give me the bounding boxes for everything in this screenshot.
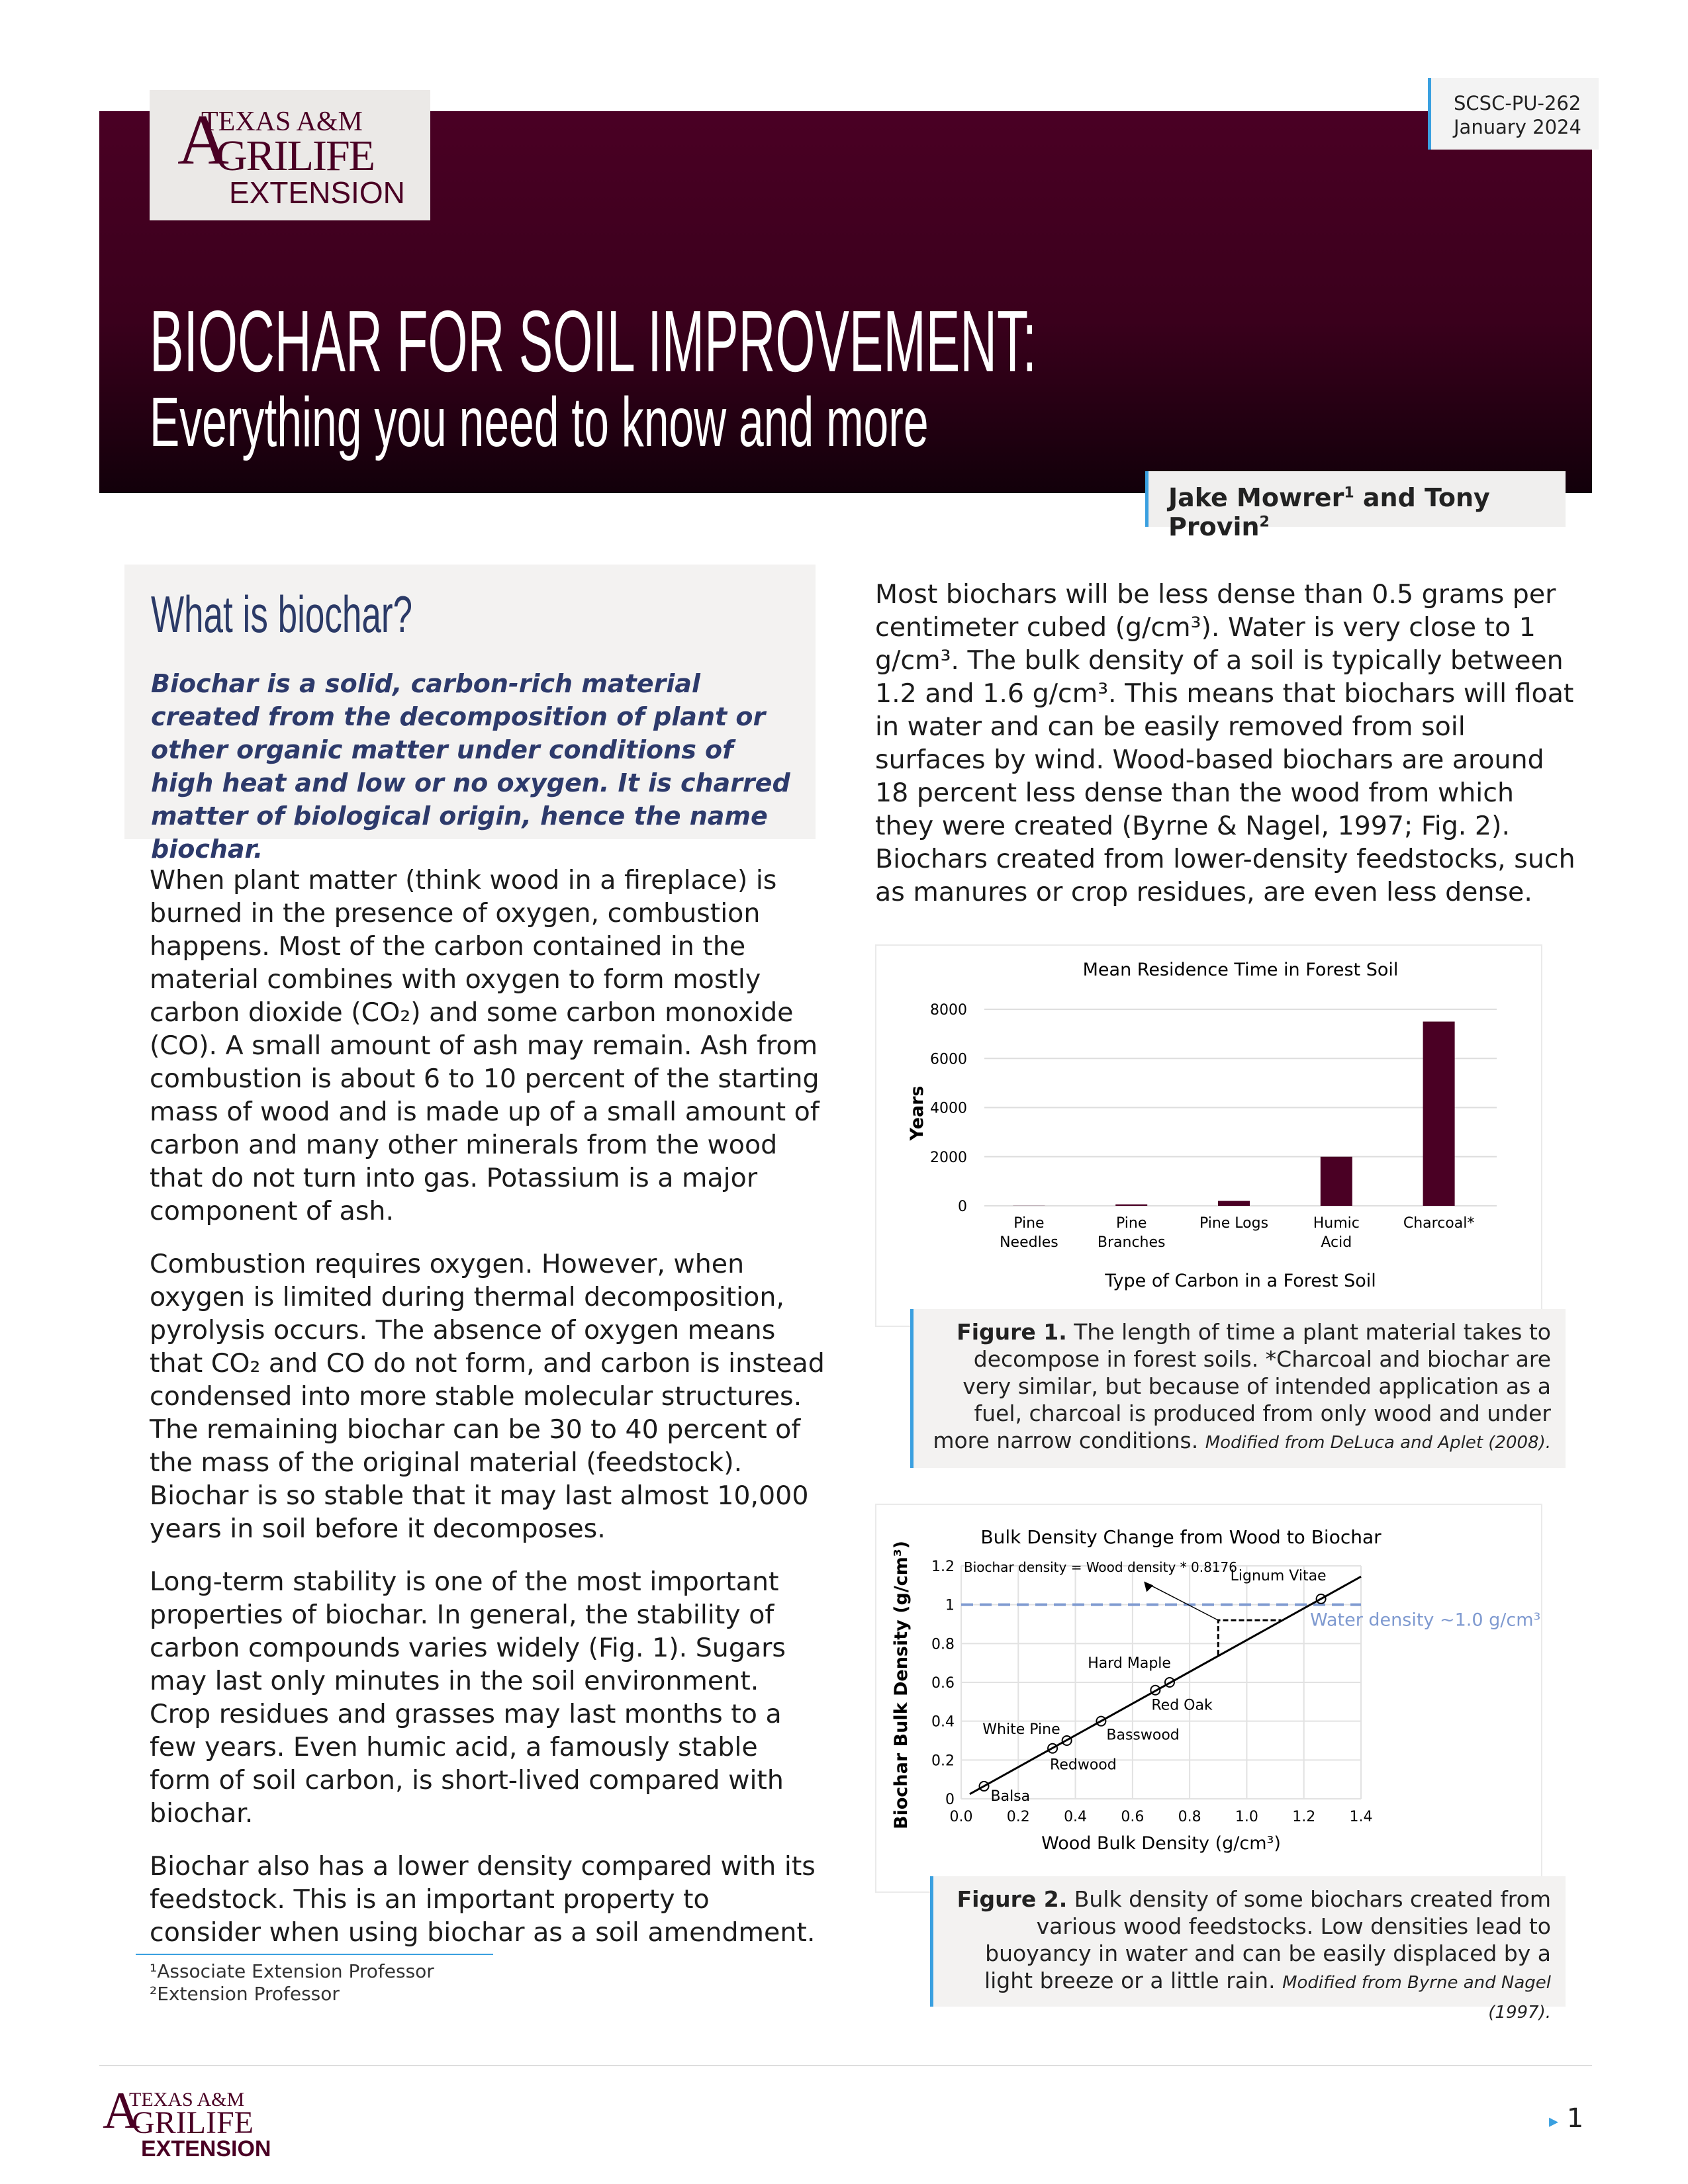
- point-label: Redwood: [1050, 1757, 1117, 1774]
- bar: [1218, 1201, 1250, 1206]
- point-label: White Pine: [982, 1721, 1060, 1738]
- bar: [1115, 1204, 1148, 1206]
- x-tick-label: 1.0: [1235, 1809, 1258, 1825]
- x-tick-label: 0.2: [1007, 1809, 1030, 1825]
- paragraph: Biochar also has a lower density compare…: [150, 1851, 816, 1948]
- x-tick-label: Acid: [1321, 1234, 1352, 1251]
- data-point: [1047, 1743, 1058, 1754]
- y-tick-label: 0.8: [931, 1636, 955, 1653]
- data-point: [1061, 1735, 1072, 1746]
- left-column: When plant matter (think wood in a firep…: [150, 864, 825, 1969]
- y-tick-label: 0.4: [931, 1714, 955, 1731]
- page-subtitle: Everything you need to know and more: [150, 383, 929, 461]
- bar-chart: Mean Residence Time in Forest Soil 0 2000 4…: [907, 960, 1497, 1291]
- x-tick-label: Charcoal*: [1403, 1215, 1475, 1232]
- y-axis-title: Biochar Bulk Density (g/cm³): [891, 1541, 912, 1829]
- point-label: Balsa: [991, 1788, 1031, 1805]
- y-tick-label: 6000: [930, 1051, 967, 1068]
- point-label: Lignum Vitae: [1231, 1568, 1327, 1584]
- water-density-label: Water density ~1.0 g/cm³: [1310, 1610, 1540, 1631]
- x-tick-label: 0.8: [1178, 1809, 1201, 1825]
- x-tick-label: Humic: [1313, 1215, 1360, 1232]
- x-axis-title: Wood Bulk Density (g/cm³): [1041, 1833, 1281, 1854]
- y-tick-label: 0: [945, 1792, 955, 1808]
- data-point: [978, 1780, 990, 1792]
- figure-1-caption: Figure 1. The length of time a plant mat…: [910, 1309, 1566, 1468]
- figure-1-chart: Mean Residence Time in Forest Soil 0 2000 4…: [875, 944, 1542, 1327]
- point-label: Hard Maple: [1088, 1655, 1171, 1672]
- y-tick-label: 1: [945, 1598, 955, 1614]
- y-tick-label: 0: [958, 1199, 967, 1215]
- x-tick-label: Needles: [1000, 1234, 1058, 1251]
- x-tick-label: 0.6: [1121, 1809, 1144, 1825]
- point-label: Red Oak: [1151, 1698, 1213, 1714]
- figure-2-chart: Bulk Density Change from Wood to Biochar…: [875, 1504, 1542, 1893]
- y-tick-label: 1.2: [931, 1559, 955, 1575]
- page-title: BIOCHAR FOR SOIL IMPROVEMENT:: [150, 293, 1037, 390]
- y-tick-label: 8000: [930, 1002, 967, 1019]
- paragraph: Long-term stability is one of the most i…: [150, 1567, 786, 1829]
- x-axis-title: Type of Carbon in a Forest Soil: [1104, 1271, 1376, 1291]
- chart-title: Mean Residence Time in Forest Soil: [1083, 960, 1399, 980]
- y-tick-label: 0.2: [931, 1752, 955, 1769]
- x-tick-label: 1.4: [1350, 1809, 1373, 1825]
- y-tick-label: 4000: [930, 1101, 967, 1117]
- x-tick-label: 0.0: [950, 1809, 973, 1825]
- annotation-arrow: [1147, 1582, 1219, 1621]
- data-point: [1164, 1677, 1175, 1688]
- footer-divider: [99, 2065, 1592, 2066]
- footer-logo: A TEXAS A&M GRILIFE EXTENSION: [103, 2081, 271, 2162]
- x-tick-label: Pine Logs: [1199, 1215, 1268, 1232]
- x-tick-label: Pine: [1116, 1215, 1147, 1232]
- footnote-divider: [136, 1954, 493, 1955]
- publication-code: SCSC-PU-262 January 2024: [1428, 78, 1599, 150]
- bar: [1320, 1156, 1352, 1206]
- paragraph: Most biochars will be less dense than 0.…: [875, 579, 1575, 907]
- point-label: Basswood: [1106, 1727, 1179, 1744]
- bar: [1423, 1021, 1455, 1206]
- y-tick-label: 0.6: [931, 1675, 955, 1692]
- slope-marker: [1217, 1619, 1282, 1655]
- agrilife-logo: A TEXAS A&M GRILIFE EXTENSION: [150, 90, 430, 220]
- callout-heading: What is biochar?: [151, 585, 413, 643]
- data-point: [1096, 1715, 1107, 1727]
- authors: Jake Mowrer1 and Tony Provin2: [1145, 471, 1566, 541]
- callout-text: Biochar is a solid, carbon-rich material…: [151, 669, 790, 864]
- x-tick-label: 1.2: [1292, 1809, 1315, 1825]
- x-tick-label: Branches: [1098, 1234, 1166, 1251]
- x-tick-label: 0.4: [1064, 1809, 1087, 1825]
- definition-callout: What is biochar? Biochar is a solid, car…: [124, 565, 816, 864]
- y-axis-title: Years: [907, 1086, 927, 1142]
- footnotes: ¹Associate Extension Professor ²Extension…: [150, 1960, 434, 2005]
- data-point: [1150, 1684, 1161, 1696]
- x-tick-label: Pine: [1013, 1215, 1044, 1232]
- paragraph: Combustion requires oxygen. However, whe…: [150, 1249, 825, 1544]
- figure-2-caption: Figure 2. Bulk density of some biochars …: [930, 1876, 1566, 2023]
- right-column: Most biochars will be less dense than 0.…: [875, 578, 1577, 929]
- arrowhead: [1144, 1581, 1154, 1592]
- page-number: ▸ 1: [1549, 2103, 1584, 2134]
- paragraph: When plant matter (think wood in a firep…: [150, 865, 820, 1226]
- scatter-chart: Bulk Density Change from Wood to Biochar…: [891, 1526, 1540, 1854]
- data-point: [1315, 1593, 1327, 1604]
- y-tick-label: 2000: [930, 1150, 967, 1166]
- chart-title: Bulk Density Change from Wood to Biochar: [980, 1526, 1382, 1548]
- fit-equation-label: Biochar density = Wood density * 0.8176: [964, 1559, 1237, 1575]
